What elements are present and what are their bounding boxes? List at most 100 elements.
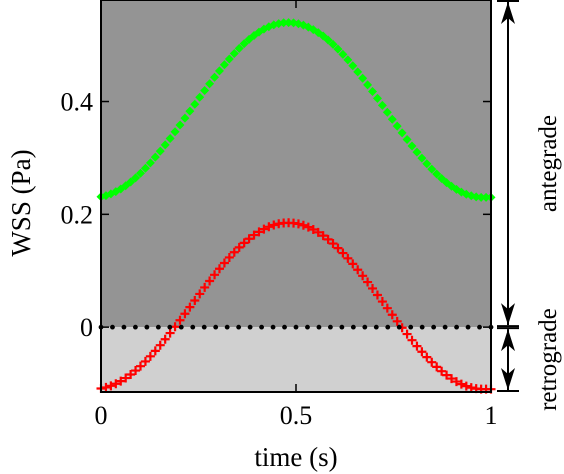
data-point [160,140,170,150]
data-point [229,49,239,59]
data-point [338,248,348,258]
data-point [178,324,184,330]
data-point [442,370,452,380]
annotation-label: retrograde [535,308,562,411]
data-point [358,73,368,83]
data-point [456,379,466,389]
series-1 [96,218,496,394]
data-point [293,324,299,330]
data-point [205,276,215,286]
data-point [219,258,229,268]
data-point [210,72,220,82]
data-point [195,289,205,299]
annotation-arrows: antegrade retrograde [497,0,562,411]
data-point [339,324,345,330]
data-point [145,158,155,168]
data-point [140,163,150,173]
data-point [155,340,165,350]
data-point [219,60,229,70]
data-point [481,192,491,202]
data-point [224,252,234,262]
y-tick-label: 0.4 [61,88,94,117]
data-point [135,168,145,178]
data-point [382,303,392,313]
data-point [427,357,437,367]
data-point [427,164,437,174]
data-point [244,234,254,244]
data-point [170,127,180,137]
annotation-antegrade: antegrade [497,0,562,328]
data-point [368,283,378,293]
data-point [135,361,145,371]
data-point [185,302,195,312]
data-point [131,173,141,183]
data-point [106,381,116,391]
data-point [229,247,239,257]
data-point [412,147,422,157]
data-point [180,113,190,123]
data-point [145,351,155,361]
data-point [338,49,348,59]
data-point [214,66,224,76]
axis-ticks: 0 0.5 1 0 0.2 0.4 [61,0,498,430]
data-point [316,324,322,330]
background-regions [101,0,491,392]
series-layer [96,18,496,394]
data-point [437,174,447,184]
series-2 [98,324,494,330]
data-point [247,324,253,330]
data-point [185,106,195,116]
data-point [328,239,338,249]
x-axis-label: time (s) [254,442,337,472]
data-point [392,316,402,326]
data-point [259,224,269,234]
data-point [350,324,356,330]
data-point [363,277,373,287]
data-point [454,324,459,330]
data-point [432,169,442,179]
data-point [133,324,138,330]
series-0 [96,18,496,202]
data-point [422,352,432,362]
y-tick-label: 0 [80,313,93,342]
data-point [131,366,141,376]
data-point [318,231,328,241]
data-point [190,99,200,109]
data-point [408,324,414,330]
data-point [323,35,333,45]
data-point [126,177,136,187]
data-point [200,282,210,292]
data-point [155,146,165,156]
data-point [121,373,131,383]
data-point [126,370,136,380]
data-point [165,328,175,338]
data-point [402,329,412,339]
x-tick-label: 0 [95,401,108,430]
data-point [259,324,264,330]
arrowhead-down [501,303,515,326]
data-point [372,93,382,103]
data-point [160,334,170,344]
data-point [303,222,313,232]
arrowhead-up [501,2,515,24]
data-point [308,224,318,234]
data-point [353,265,363,275]
data-point [407,335,417,345]
data-point [385,324,391,330]
data-point [419,324,425,330]
data-point [239,39,249,49]
data-point [382,107,392,117]
data-point [190,295,200,305]
data-point [214,264,224,274]
data-point [224,54,234,64]
data-point [195,92,205,102]
data-point [377,297,387,307]
data-point [270,324,276,330]
data-point [282,324,287,330]
data-point [343,253,353,263]
annotation-label: antegrade [535,115,562,212]
y-tick-label: 0.2 [61,200,94,229]
data-point [442,324,448,330]
data-point [236,324,242,330]
